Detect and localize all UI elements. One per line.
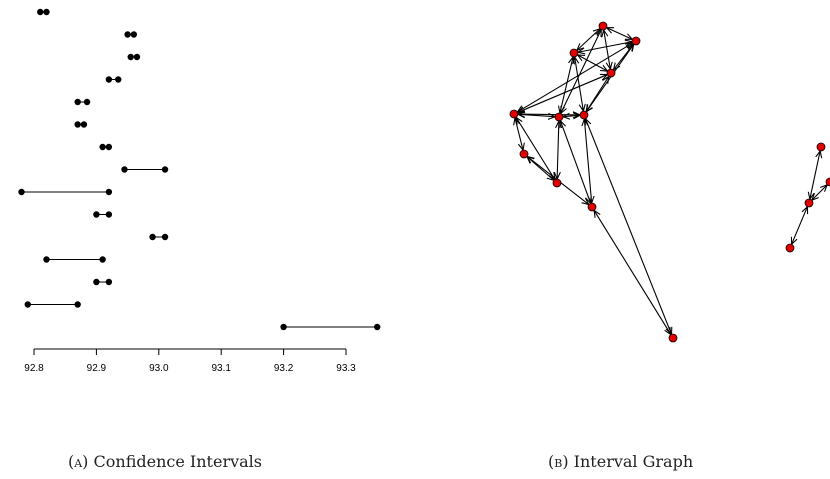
- interval-lower-point: [74, 98, 81, 106]
- x-tick-label: 93.0: [149, 363, 169, 374]
- x-tick-label: 93.2: [274, 363, 294, 374]
- caption-b: (b) Interval Graph: [548, 452, 693, 471]
- interval: [99, 143, 113, 151]
- graph-node: [598, 21, 608, 31]
- interval-lower-point: [37, 8, 44, 16]
- graph-edge: [604, 30, 611, 69]
- graph-edge: [586, 44, 633, 111]
- graph-node: [587, 202, 597, 212]
- graph-edge: [561, 30, 602, 114]
- interval-upper-point: [105, 278, 113, 286]
- interval-lower-point: [93, 211, 100, 218]
- interval: [280, 323, 381, 331]
- graph-node: [816, 142, 826, 152]
- graph-node: [569, 48, 579, 58]
- interval-upper-point: [74, 301, 81, 308]
- x-axis: 92.8 92.9 93.0 93.1 93.2 93.3: [24, 348, 356, 374]
- interval: [93, 211, 113, 218]
- interval: [18, 188, 113, 196]
- interval-lower-point: [121, 166, 128, 173]
- interval-lower-point: [99, 143, 106, 151]
- graph-edge: [810, 151, 820, 199]
- graph-edge: [518, 75, 608, 113]
- graph-edge: [585, 119, 671, 335]
- interval: [43, 256, 106, 263]
- interval-graph: [509, 21, 830, 343]
- interval-lower-point: [124, 31, 131, 38]
- graph-edge: [518, 114, 580, 115]
- interval: [24, 301, 81, 308]
- x-tick-label: 92.9: [87, 363, 107, 374]
- graph-node: [606, 68, 616, 78]
- confidence-interval-chart: 92.8 92.9 93.0 93.1 93.2 93.3: [18, 8, 381, 374]
- interval-upper-point: [115, 76, 122, 83]
- interval-upper-point: [105, 188, 113, 196]
- interval-upper-point: [80, 121, 88, 128]
- interval: [93, 278, 113, 286]
- graph-edge: [516, 117, 555, 179]
- graph-edge: [575, 57, 584, 111]
- interval-marks: [18, 8, 381, 331]
- x-tick-label: 92.8: [24, 363, 44, 374]
- interval: [105, 76, 122, 83]
- interval-lower-point: [74, 121, 81, 128]
- graph-nodes: [509, 21, 830, 343]
- caption-a-text: Confidence Intervals: [93, 452, 262, 471]
- interval-upper-point: [130, 31, 138, 38]
- graph-edge: [578, 42, 632, 52]
- graph-edge: [527, 157, 554, 181]
- graph-edge: [792, 207, 808, 245]
- graph-node: [804, 198, 814, 208]
- graph-edge: [594, 210, 671, 334]
- caption-a-label: (a): [68, 452, 89, 471]
- interval-upper-point: [43, 8, 50, 16]
- x-tick-label: 93.1: [211, 363, 231, 374]
- interval-lower-point: [127, 53, 134, 61]
- interval: [124, 31, 138, 38]
- interval-upper-point: [374, 323, 381, 331]
- graph-node: [509, 109, 519, 119]
- caption-b-label: (b): [548, 452, 569, 471]
- caption-b-text: Interval Graph: [573, 452, 694, 471]
- interval-upper-point: [161, 166, 169, 173]
- interval-upper-point: [83, 98, 91, 106]
- graph-node: [519, 149, 529, 159]
- interval-upper-point: [133, 53, 141, 61]
- graph-node: [785, 243, 795, 253]
- interval-lower-point: [18, 188, 25, 196]
- caption-a: (a) Confidence Intervals: [68, 452, 262, 471]
- graph-edge: [557, 121, 559, 179]
- graph-edge: [563, 115, 580, 116]
- interval: [121, 166, 169, 173]
- interval: [127, 53, 141, 61]
- interval-lower-point: [43, 256, 50, 263]
- interval: [149, 233, 169, 241]
- interval-lower-point: [24, 301, 31, 308]
- interval-lower-point: [93, 278, 100, 286]
- graph-node: [825, 177, 830, 187]
- interval-lower-point: [149, 233, 156, 241]
- interval: [74, 121, 88, 128]
- interval-lower-point: [105, 76, 113, 83]
- graph-edge: [812, 185, 827, 200]
- interval-upper-point: [105, 143, 113, 151]
- interval: [74, 98, 91, 106]
- interval-upper-point: [105, 211, 113, 218]
- graph-node: [554, 112, 564, 122]
- graph-node: [631, 36, 641, 46]
- graph-node: [552, 178, 562, 188]
- graph-node: [668, 333, 678, 343]
- interval: [37, 8, 50, 16]
- interval-upper-point: [99, 256, 106, 263]
- interval-upper-point: [161, 233, 169, 241]
- graph-edges: [515, 28, 827, 335]
- graph-node: [579, 110, 589, 120]
- graph-edge: [607, 28, 633, 40]
- x-tick-label: 93.3: [336, 363, 356, 374]
- interval-lower-point: [280, 323, 287, 331]
